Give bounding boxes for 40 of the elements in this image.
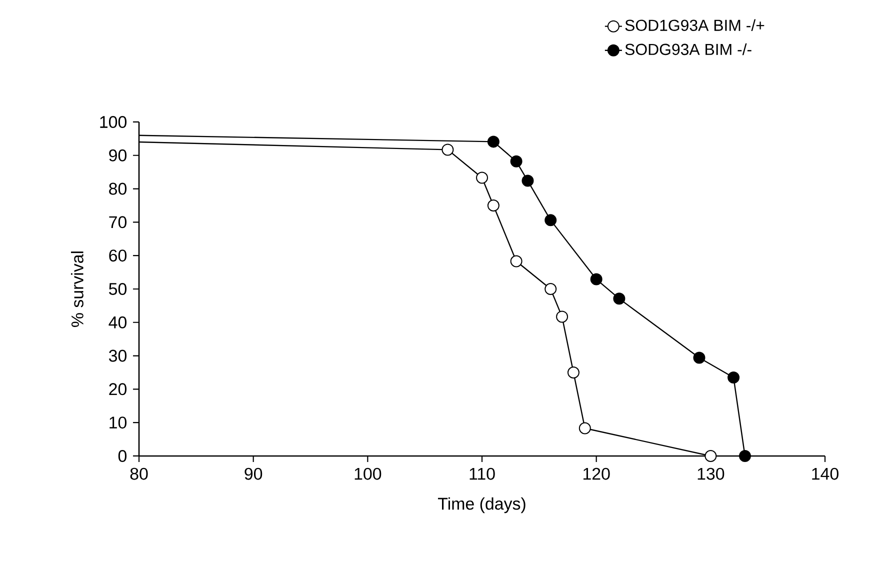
- y-tick-label: 0: [118, 450, 127, 462]
- point: [693, 352, 706, 364]
- x-tick-label: 90: [244, 468, 262, 480]
- point: [544, 214, 557, 226]
- x-axis-title: Time (days): [438, 497, 526, 514]
- x-tick-label: 110: [470, 468, 495, 480]
- x-tick-label: 80: [130, 468, 148, 480]
- point: [522, 174, 534, 187]
- point: [544, 282, 557, 295]
- point: [578, 422, 591, 434]
- point: [590, 273, 602, 286]
- x-tick-label: 140: [812, 468, 838, 480]
- point: [704, 450, 717, 462]
- point: [738, 450, 751, 462]
- point: [487, 199, 500, 212]
- y-tick-label: 40: [108, 316, 127, 328]
- point: [510, 255, 522, 268]
- point: [476, 172, 488, 184]
- y-tick-label: 90: [109, 149, 127, 162]
- x-tick-label: 120: [584, 468, 610, 480]
- point: [510, 155, 522, 168]
- legend-label: SOD1G93A BIM -/+: [625, 19, 764, 31]
- point: [728, 371, 740, 384]
- x-tick-label: 100: [354, 468, 382, 480]
- point: [613, 292, 626, 305]
- legend-label: SODG93A BIM -/-: [625, 43, 752, 56]
- y-tick-label: 30: [108, 350, 127, 362]
- y-tick-label: 60: [109, 250, 127, 262]
- point: [567, 366, 580, 378]
- y-axis-title: % survival: [70, 252, 84, 327]
- y-tick-label: 50: [108, 282, 127, 295]
- point: [487, 136, 500, 148]
- point: [442, 144, 454, 156]
- y-tick-label: 10: [110, 416, 127, 429]
- y-tick-label: 80: [109, 182, 127, 195]
- y-tick-label: 20: [109, 383, 127, 396]
- point: [556, 310, 568, 323]
- y-tick-label: 100: [100, 116, 127, 128]
- x-tick-label: 130: [698, 468, 724, 480]
- y-tick-label: 70: [109, 216, 127, 228]
